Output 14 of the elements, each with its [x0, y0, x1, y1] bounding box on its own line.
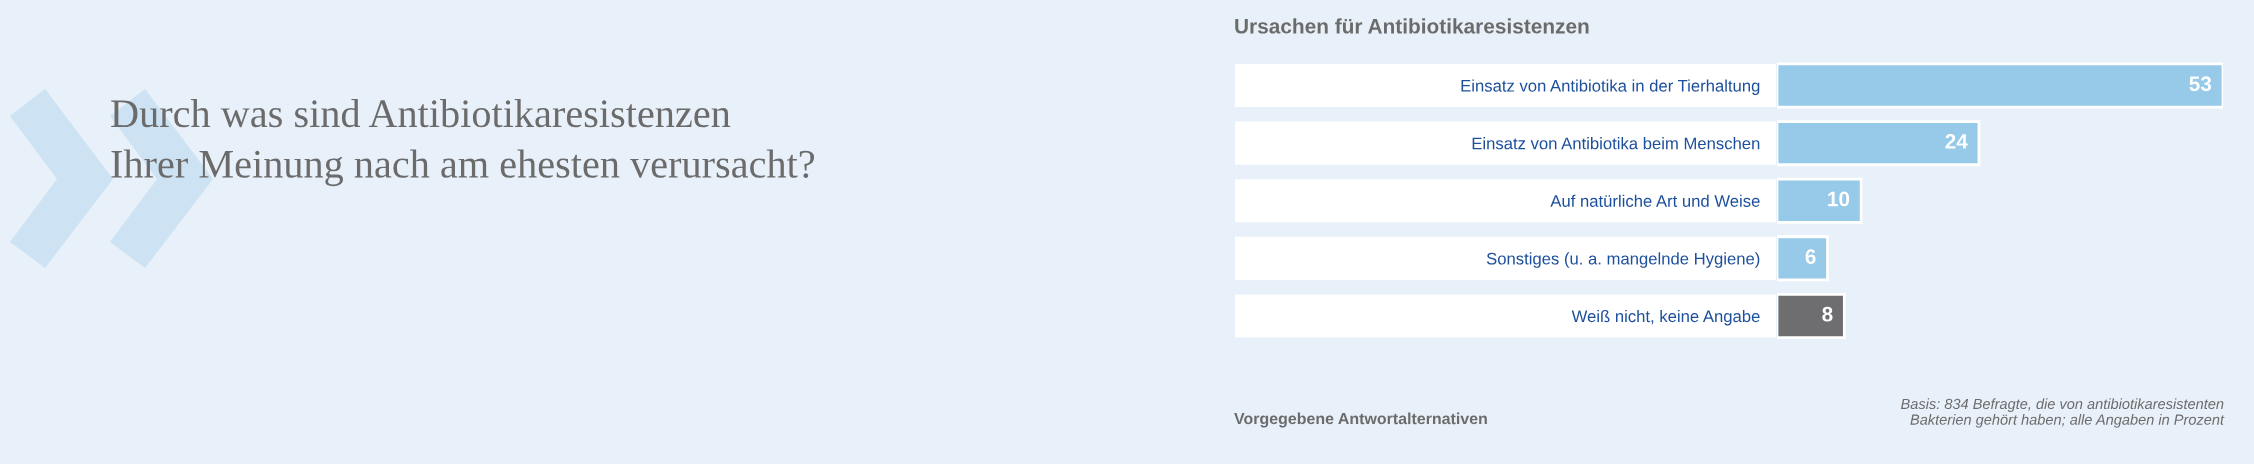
data-label: 6 — [1805, 249, 1816, 264]
y-tick-label: Einsatz von Antibiotika in der Tierhaltung — [1461, 79, 1760, 96]
data-label: 53 — [2189, 76, 2212, 92]
text: Durch was sind Antibiotikaresistenzen Ihrer Meinung nach am ehesten verursacht? — [111, 99, 815, 187]
y-tick-label: Einsatz von Antibiotika beim Menschen — [1472, 137, 1760, 150]
data-label: 8 — [1822, 306, 1833, 322]
data-label: 10 — [1828, 191, 1850, 207]
data-label: 24 — [1945, 133, 1968, 149]
text: Vorgegebene Antwortalternativen — [1234, 412, 1487, 428]
y-tick-label: Sonstiges (u. a. mangelnde Hygiene) — [1486, 252, 1760, 268]
text: Basis: 834 Befragte, die von antibiotikaresistenten Bakterien gehört haben; alle Angaben in Prozent — [1901, 398, 2225, 428]
text: Ursachen für Antibiotikaresistenzen — [1235, 18, 1589, 34]
y-tick-label: Weiß nicht, keine Angabe — [1571, 309, 1760, 326]
y-tick-label: Auf natürliche Art und Weise — [1550, 194, 1760, 207]
